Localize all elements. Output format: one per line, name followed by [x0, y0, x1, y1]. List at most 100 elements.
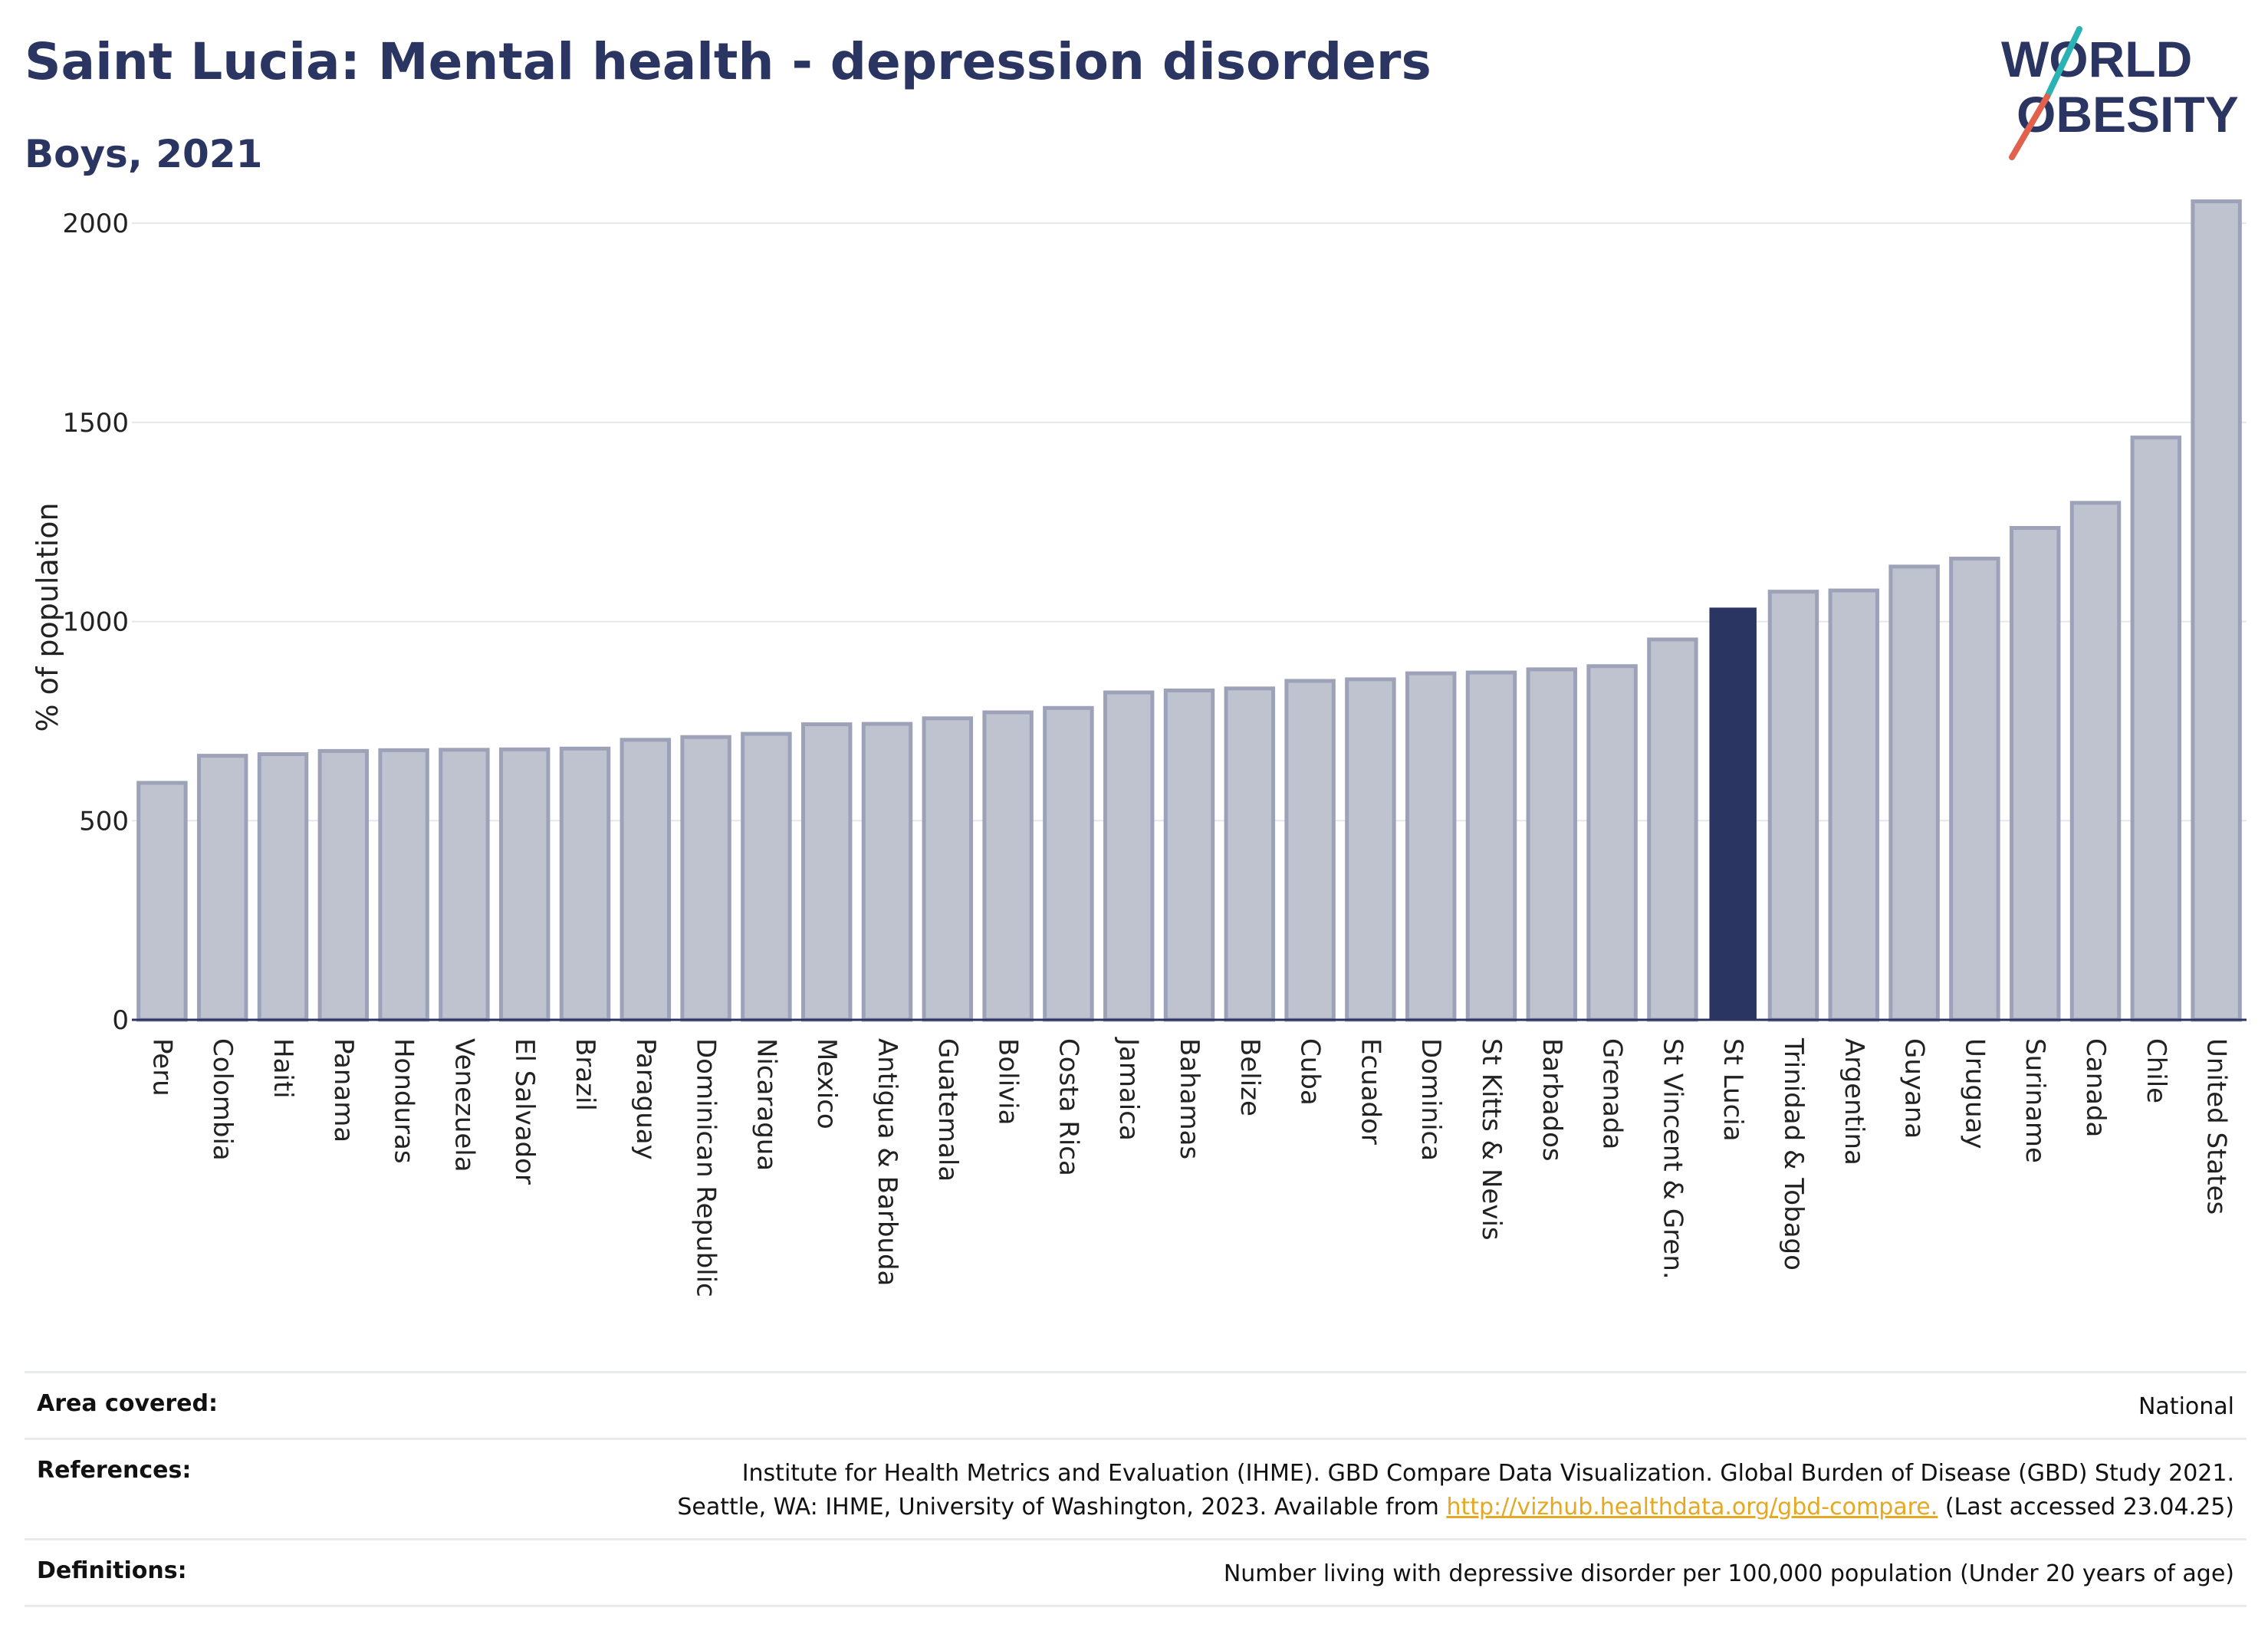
x-tick-label: St Lucia — [1717, 1038, 1748, 1142]
x-tick-label: United States — [2201, 1038, 2232, 1215]
bar-bolivia — [982, 710, 1034, 1022]
references-line1: Institute for Health Metrics and Evaluat… — [741, 1460, 2234, 1487]
x-tick-label: El Salvador — [509, 1038, 540, 1185]
axes: 0 500 1000 1500 2000 Peru Colombia Haiti Panama H… — [62, 209, 2247, 1297]
x-tick-label: St Vincent & Gren. — [1657, 1038, 1688, 1280]
x-tick-label: Venezuela — [449, 1038, 479, 1172]
x-tick-label: Grenada — [1597, 1038, 1628, 1149]
bar-panama — [317, 748, 370, 1022]
x-tick-label: Trinidad & Tobago — [1778, 1037, 1809, 1271]
references-value: Institute for Health Metrics and Evaluat… — [677, 1457, 2234, 1524]
bar-costa-rica — [1043, 705, 1094, 1022]
x-tick-label: Bahamas — [1174, 1038, 1205, 1159]
x-tick-label: Cuba — [1295, 1038, 1326, 1106]
bar-barbados — [1526, 667, 1578, 1022]
x-tick-label: Mexico — [811, 1038, 842, 1129]
x-tick-label: Costa Rica — [1053, 1038, 1083, 1176]
y-tick-label: 1000 — [62, 607, 129, 638]
x-tick-label: Paraguay — [630, 1038, 661, 1160]
footer-table: Area covered: National References: Insti… — [25, 1371, 2247, 1607]
y-tick-label: 2000 — [62, 209, 129, 239]
x-tick-label: Belize — [1234, 1038, 1265, 1116]
y-tick-label: 500 — [79, 806, 129, 837]
bar-mexico — [800, 722, 853, 1022]
x-tick-label: Colombia — [207, 1038, 238, 1161]
bar-guyana — [1888, 564, 1940, 1022]
x-tick-label: Suriname — [2020, 1038, 2050, 1163]
x-tick-label: Honduras — [389, 1038, 419, 1164]
y-axis-title: % of population — [31, 502, 64, 732]
x-tick-label: Uruguay — [1959, 1038, 1990, 1149]
references-label: References: — [37, 1457, 192, 1484]
definitions-label: Definitions: — [37, 1557, 187, 1584]
x-tick-label: Dominica — [1415, 1038, 1446, 1161]
world-obesity-logo: WORLD OBESITY — [2001, 26, 2239, 160]
x-tick-label: Ecuador — [1355, 1038, 1385, 1145]
x-tick-label: Peru — [146, 1038, 177, 1096]
logo-slash-red — [2009, 94, 2050, 160]
footer-row-references: References: Institute for Health Metrics… — [25, 1438, 2247, 1538]
bar-guatemala — [922, 716, 974, 1022]
references-link[interactable]: http://vizhub.healthdata.org/gbd-compare… — [1446, 1494, 1938, 1521]
logo-slash-teal — [2044, 26, 2082, 100]
bar-argentina — [1828, 588, 1880, 1022]
bar-peru — [136, 781, 188, 1022]
bar-belize — [1224, 686, 1276, 1022]
footer-row-definitions: Definitions: Number living with depressi… — [25, 1538, 2247, 1607]
bar-colombia — [196, 754, 248, 1022]
footer-row-area: Area covered: National — [25, 1371, 2247, 1438]
bar-trinidad-tobago — [1767, 590, 1819, 1022]
bar-paraguay — [620, 738, 672, 1022]
chart-title: Saint Lucia: Mental health - depression … — [25, 32, 1431, 91]
x-tick-label: Bolivia — [993, 1038, 1024, 1125]
logo-line2: OBESITY — [2017, 86, 2239, 143]
bar-chart: 0 500 1000 1500 2000 Peru Colombia Haiti Panama H… — [31, 199, 2247, 1297]
bar-cuba — [1284, 679, 1336, 1022]
bar-uruguay — [1949, 557, 2000, 1022]
x-tick-label: Guyana — [1899, 1038, 1930, 1139]
y-tick-label: 0 — [112, 1005, 129, 1036]
bar-ecuador — [1345, 677, 1396, 1022]
bar-dominica — [1405, 671, 1457, 1022]
references-line2-pre: Seattle, WA: IHME, University of Washing… — [677, 1494, 1447, 1521]
y-tick-label: 1500 — [62, 408, 129, 439]
area-value: National — [2138, 1393, 2234, 1420]
logo-line1: WORLD — [2001, 31, 2192, 87]
bars — [136, 199, 2242, 1022]
x-tick-label: Haiti — [268, 1038, 298, 1099]
bar-venezuela — [439, 748, 490, 1022]
bar-bahamas — [1163, 688, 1215, 1022]
bar-st-kitts-nevis — [1465, 670, 1517, 1022]
bar-jamaica — [1103, 690, 1155, 1022]
bar-el-salvador — [498, 747, 551, 1022]
x-tick-label: Barbados — [1537, 1038, 1567, 1162]
bar-dominican-republic — [680, 735, 731, 1022]
bar-canada — [2069, 501, 2122, 1022]
bar-haiti — [257, 752, 309, 1022]
chart-subtitle: Boys, 2021 — [25, 132, 263, 176]
bar-united-states — [2191, 199, 2242, 1022]
bar-st-lucia — [1709, 607, 1757, 1020]
x-tick-label: Argentina — [1839, 1038, 1869, 1165]
x-tick-label: Canada — [2080, 1038, 2111, 1137]
bar-st-vincent-gren- — [1647, 637, 1698, 1022]
bar-suriname — [2009, 526, 2061, 1022]
x-tick-label: Chile — [2141, 1038, 2171, 1103]
bar-honduras — [378, 748, 429, 1022]
x-tick-label: Nicaragua — [751, 1038, 781, 1171]
bar-grenada — [1586, 664, 1638, 1022]
x-tick-label: Antigua & Barbuda — [872, 1038, 902, 1286]
x-tick-label: St Kitts & Nevis — [1476, 1038, 1507, 1241]
references-line2-post: (Last accessed 23.04.25) — [1938, 1494, 2234, 1521]
x-tick-label: Guatemala — [932, 1038, 963, 1182]
bar-antigua-barbuda — [861, 722, 913, 1022]
bar-chile — [2130, 436, 2182, 1022]
area-label: Area covered: — [37, 1390, 218, 1417]
x-tick-label: Dominican Republic — [691, 1038, 721, 1297]
x-tick-label: Jamaica — [1113, 1037, 1144, 1141]
x-tick-label: Panama — [328, 1038, 359, 1142]
x-tick-label: Brazil — [570, 1038, 600, 1111]
bar-brazil — [559, 746, 611, 1022]
definitions-value: Number living with depressive disorder p… — [1223, 1560, 2234, 1587]
bar-nicaragua — [741, 732, 792, 1022]
